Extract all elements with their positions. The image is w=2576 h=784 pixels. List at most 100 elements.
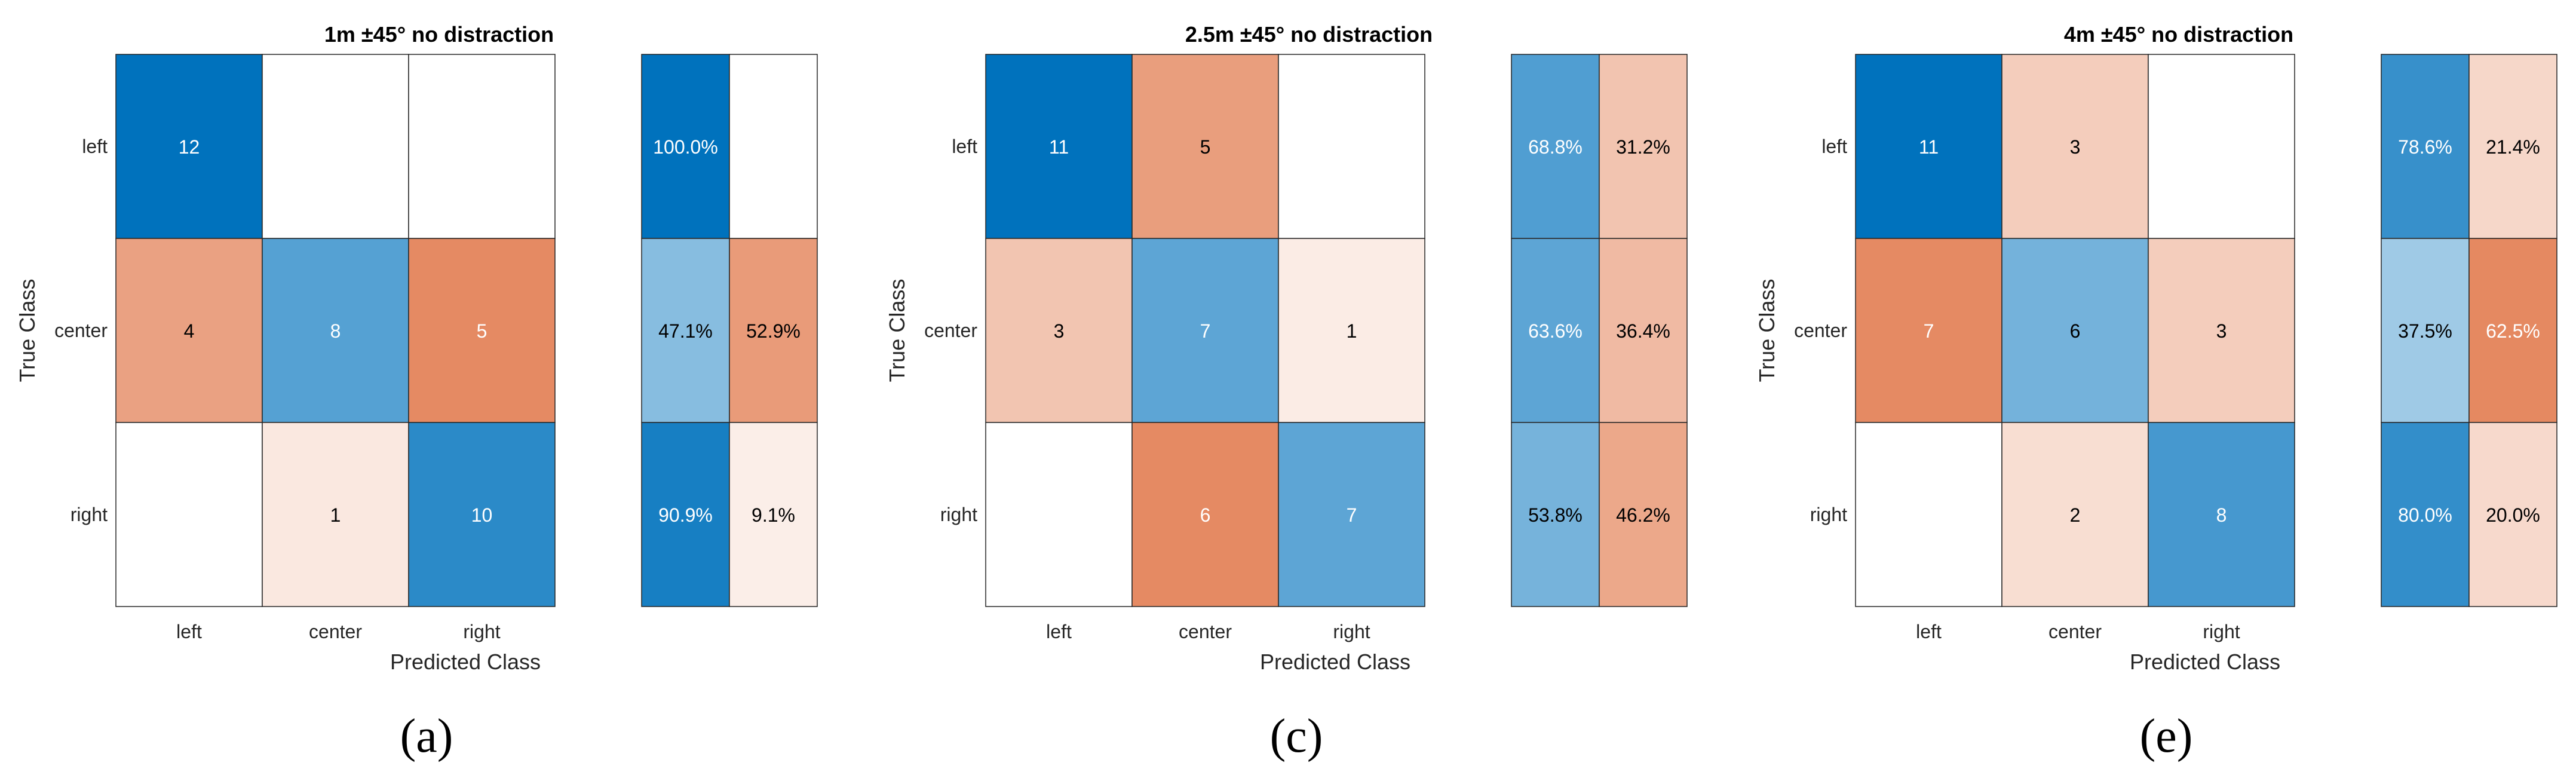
matrix-cell-value: 5 [477,320,487,342]
summary-incorrect-cell [1599,422,1688,607]
summary-cell-value: 68.8% [1528,136,1583,158]
summary-cell-value: 100.0% [653,136,718,158]
summary-incorrect-cell [1599,238,1688,423]
x-tick-label: right [1333,621,1370,642]
matrix-cell [2001,238,2149,423]
matrix-cell [1278,422,1425,607]
matrix-cell-value: 3 [2070,136,2081,158]
matrix-cell [408,422,556,607]
matrix-cell [115,54,263,239]
matrix-cell [1278,54,1425,239]
summary-cell-value: 62.5% [2486,320,2540,342]
summary-correct-cell [1511,54,1600,239]
summary-incorrect-cell [729,54,818,239]
matrix-cell-value: 3 [2216,320,2227,342]
panel-caption: (e) [2140,710,2193,762]
x-tick-label: center [2048,621,2102,642]
matrix-cell [1855,422,2002,607]
matrix-cell-value: 11 [1049,136,1069,158]
matrix-cell-value: 4 [184,320,195,342]
x-axis-label: Predicted Class [1260,650,1410,674]
y-tick-label: right [70,504,108,525]
y-axis-label: True Class [1755,279,1779,382]
summary-cell-value: 90.9% [658,504,713,526]
matrix-cell [985,54,1133,239]
matrix-cell [408,238,556,423]
matrix-cell-value: 7 [1347,504,1357,526]
chart-title: 1m ±45° no distraction [324,22,554,47]
summary-cell-value: 52.9% [746,320,801,342]
matrix-cell [1131,238,1279,423]
summary-correct-cell [641,238,730,423]
summary-cell-value: 9.1% [752,504,795,526]
matrix-cell [2001,54,2149,239]
matrix-cell [115,422,263,607]
matrix-cell-value: 7 [1924,320,1934,342]
matrix-cell-value: 5 [1200,136,1211,158]
y-tick-label: left [82,136,108,157]
confusion-chart-1: 1m ±45° no distraction 12 4 8 5 1 10 100.0% 47.1… [15,22,818,762]
chart-title: 4m ±45° no distraction [2064,22,2293,47]
matrix-cell [1855,238,2002,423]
summary-cell-value: 80.0% [2398,504,2452,526]
y-axis-label: True Class [15,279,39,382]
x-axis-label: Predicted Class [2130,650,2280,674]
matrix-cell [408,54,556,239]
summary-cell-value: 47.1% [658,320,713,342]
matrix-cell-value: 6 [2070,320,2081,342]
y-tick-label: center [54,320,108,341]
panel-caption: (a) [400,710,453,762]
summary-cell-value: 20.0% [2486,504,2540,526]
matrix-cell [1278,238,1425,423]
panel-caption: (c) [1270,710,1323,762]
matrix-cell [1131,422,1279,607]
matrix-cell [2148,54,2295,239]
summary-correct-cell [2381,422,2470,607]
x-tick-label: left [1916,621,1942,642]
summary-incorrect-cell [1599,54,1688,239]
matrix-cell [262,54,409,239]
y-tick-label: center [924,320,977,341]
summary-correct-cell [641,422,730,607]
summary-correct-cell [1511,238,1600,423]
summary-correct-cell [1511,422,1600,607]
summary-incorrect-cell [729,422,818,607]
summary-cell-value: 21.4% [2486,136,2540,158]
matrix-cell [2148,238,2295,423]
matrix-cell-value: 8 [2216,504,2227,526]
matrix-cell-value: 7 [1200,320,1211,342]
matrix-cell [262,422,409,607]
matrix-cell [115,238,263,423]
x-tick-label: right [2203,621,2240,642]
matrix-cell-value: 3 [1054,320,1065,342]
confusion-chart-3: 4m ±45° no distraction 11 3 7 6 3 2 8 78.6% 21.4%… [1755,22,2557,762]
summary-cell-value: 37.5% [2398,320,2452,342]
y-tick-label: right [940,504,977,525]
matrix-cell-value: 10 [471,504,493,526]
matrix-cell-value: 8 [330,320,341,342]
y-axis-label: True Class [885,279,909,382]
summary-incorrect-cell [2468,54,2557,239]
summary-incorrect-cell [2468,422,2557,607]
summary-cell-value: 78.6% [2398,136,2452,158]
y-tick-label: center [1794,320,1847,341]
x-tick-label: center [309,621,362,642]
matrix-cell [262,238,409,423]
y-tick-label: left [952,136,977,157]
chart-title: 2.5m ±45° no distraction [1185,22,1433,47]
matrix-cell-value: 12 [179,136,200,158]
summary-cell-value: 31.2% [1616,136,1670,158]
confusion-chart-2: 2.5m ±45° no distraction 11 5 3 7 1 6 7 68.8% 31.… [885,22,1688,762]
matrix-cell-value: 1 [1347,320,1357,342]
x-tick-label: left [1046,621,1072,642]
summary-cell-value: 46.2% [1616,504,1670,526]
x-tick-label: center [1179,621,1232,642]
summary-cell-value: 63.6% [1528,320,1583,342]
matrix-cell [985,422,1133,607]
y-tick-label: right [1810,504,1847,525]
x-tick-label: left [176,621,202,642]
x-axis-label: Predicted Class [390,650,541,674]
summary-incorrect-cell [2468,238,2557,423]
matrix-cell-value: 1 [330,504,341,526]
